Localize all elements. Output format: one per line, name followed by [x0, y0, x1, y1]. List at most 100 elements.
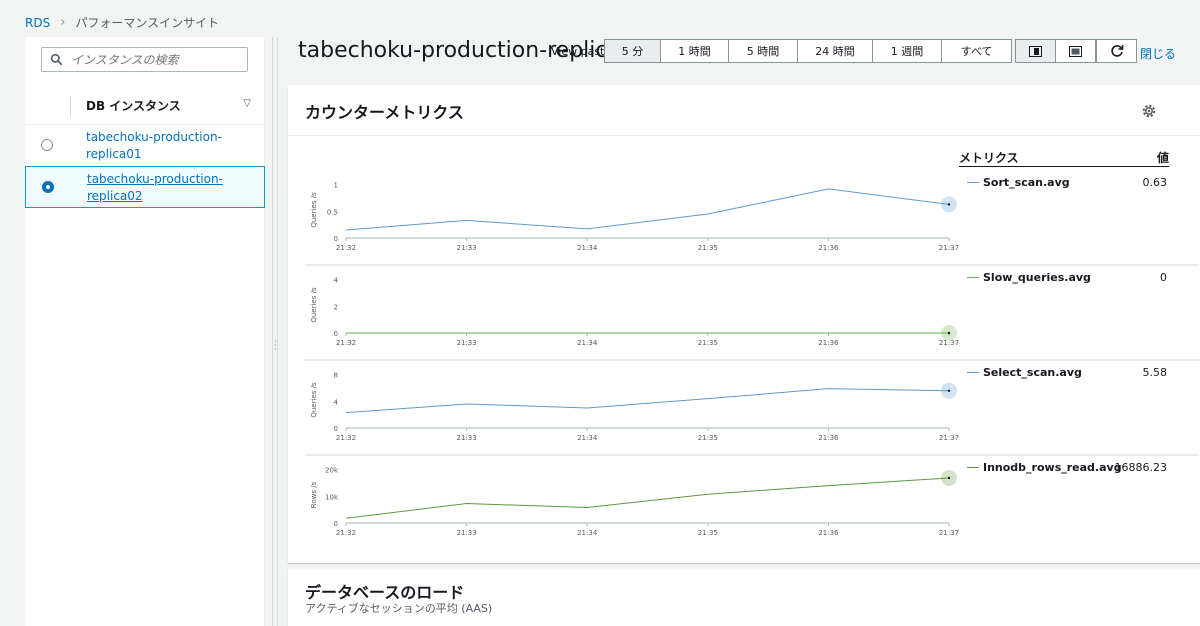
sort-down-icon[interactable]: ▽: [243, 98, 251, 109]
instance-row-selected[interactable]: tabechoku-production-replica02: [25, 166, 265, 208]
y-axis-label: Queries /s: [310, 192, 318, 228]
x-tick-label: 21:36: [818, 244, 839, 252]
last-point-marker: [947, 389, 951, 392]
range-24hour-button[interactable]: 24 時間: [797, 39, 873, 63]
counter-metrics-card: カウンターメトリクス 0 0.5 1 Queries /s 21:32 21:33 21:3…: [288, 85, 1200, 563]
legend-swatch: [967, 182, 979, 183]
y-tick-label: 4: [334, 398, 339, 406]
x-tick-label: 21:36: [818, 339, 839, 347]
legend-metric-value: 5.58: [1142, 366, 1168, 379]
instance-link[interactable]: tabechoku-production-replica02: [87, 172, 223, 203]
x-tick-label: 21:33: [457, 529, 477, 537]
x-tick-label: 21:37: [939, 529, 959, 537]
legend-swatch: [967, 277, 979, 278]
time-range-selector: 5 分 1 時間 5 時間 24 時間 1 週間 すべて: [604, 39, 1012, 63]
full-view-icon: [1069, 45, 1082, 57]
y-tick-label: 20k: [325, 467, 339, 475]
y-axis-label: Queries /s: [310, 287, 318, 323]
y-tick-label: 8: [334, 372, 338, 380]
drag-handle-icon[interactable]: · · ·: [274, 337, 277, 355]
search-icon: [50, 53, 63, 66]
refresh-icon: [1110, 45, 1123, 57]
counter-metrics-title: カウンターメトリクス: [305, 103, 464, 122]
db-load-subtitle: アクティブなセッションの平均 (AAS): [305, 602, 493, 615]
y-tick-label: 0: [334, 520, 338, 528]
counter-metrics-header: カウンターメトリクス: [288, 85, 1200, 135]
x-tick-label: 21:32: [336, 339, 356, 347]
x-tick-label: 21:37: [939, 339, 959, 347]
instance-link[interactable]: tabechoku-production-replica01: [86, 130, 222, 161]
range-5hour-button[interactable]: 5 時間: [728, 39, 798, 63]
range-1week-button[interactable]: 1 週間: [872, 39, 942, 63]
breadcrumb-current: パフォーマンスインサイト: [75, 16, 220, 30]
legend-swatch: [967, 467, 979, 468]
refresh-button[interactable]: [1096, 39, 1137, 63]
column-header-db-instance[interactable]: DB インスタンス: [86, 99, 181, 113]
panel-splitter[interactable]: · · ·: [272, 37, 278, 626]
x-tick-label: 21:33: [457, 434, 477, 442]
last-point-marker: [947, 476, 951, 480]
x-tick-label: 21:34: [577, 244, 598, 252]
legend-metric-name: Innodb_rows_read.avg: [983, 461, 1122, 474]
y-tick-label: 0.5: [327, 208, 338, 216]
y-tick-label: 1: [334, 182, 338, 190]
instance-radio-checked[interactable]: [42, 181, 54, 193]
legend-header-metrics: メトリクス: [959, 151, 1019, 165]
legend-header: メトリクス 値: [959, 149, 1169, 167]
x-tick-label: 21:34: [577, 434, 598, 442]
y-axis-label: Queries /s: [310, 382, 318, 418]
last-point-marker: [947, 203, 951, 206]
legend-metric-name: Select_scan.avg: [983, 366, 1082, 379]
db-load-card: データベースのロード アクティブなセッションの平均 (AAS): [288, 569, 1200, 626]
y-tick-label: 0: [334, 330, 338, 338]
range-5min-button[interactable]: 5 分: [604, 39, 661, 63]
legend-metric-value: 0: [1160, 271, 1167, 284]
legend-metric-value: 0.63: [1142, 176, 1168, 189]
y-tick-label: 2: [334, 303, 338, 311]
close-link[interactable]: 閉じる: [1140, 47, 1177, 61]
x-tick-label: 21:36: [818, 434, 839, 442]
search-input[interactable]: [71, 52, 241, 67]
range-all-button[interactable]: すべて: [941, 39, 1012, 63]
x-tick-label: 21:32: [336, 434, 356, 442]
range-1hour-button[interactable]: 1 時間: [660, 39, 729, 63]
x-tick-label: 21:34: [577, 339, 598, 347]
gear-icon[interactable]: [1141, 103, 1157, 119]
x-tick-label: 21:35: [698, 434, 718, 442]
series-line: [345, 188, 950, 231]
view-past-label: View past: [551, 45, 605, 58]
instance-search[interactable]: [41, 47, 248, 72]
x-tick-label: 21:33: [457, 244, 477, 252]
split-view-button[interactable]: [1015, 39, 1056, 63]
legend-metric-value: 16886.23: [1114, 461, 1168, 474]
series-line: [345, 388, 950, 414]
legend-metric-name: Slow_queries.avg: [983, 271, 1091, 284]
chevron-right-icon: ›: [60, 15, 66, 30]
x-tick-label: 21:35: [698, 244, 718, 252]
instance-row[interactable]: tabechoku-production-replica01: [25, 125, 265, 167]
legend-header-value: 値: [1156, 151, 1169, 165]
x-tick-label: 21:35: [698, 339, 718, 347]
x-tick-label: 21:32: [336, 244, 356, 252]
instance-table-header: DB インスタンス ▽: [25, 86, 265, 125]
breadcrumb-rds-link[interactable]: RDS: [25, 15, 51, 30]
legend-metric-name: Sort_scan.avg: [983, 176, 1070, 189]
legend-swatch: [967, 372, 979, 373]
y-axis-label: Rows /s: [310, 481, 318, 508]
breadcrumb: RDS › パフォーマンスインサイト: [25, 14, 219, 31]
y-tick-label: 0: [334, 235, 338, 243]
column-divider: [70, 96, 71, 116]
split-view-icon: [1029, 45, 1042, 57]
x-tick-label: 21:34: [577, 529, 598, 537]
card-divider: [288, 135, 1200, 136]
x-tick-label: 21:37: [939, 244, 959, 252]
instance-panel: DB インスタンス ▽ tabechoku-production-replica…: [25, 37, 265, 626]
x-tick-label: 21:37: [939, 434, 959, 442]
page-title: tabechoku-production-replica02: [298, 38, 606, 63]
x-tick-label: 21:35: [698, 529, 718, 537]
x-tick-label: 21:36: [818, 529, 839, 537]
full-view-button[interactable]: [1055, 39, 1096, 63]
series-line: [345, 477, 950, 519]
counter-metrics-charts: 0 0.5 1 Queries /s 21:32 21:33 21:34 21:35 21:36…: [305, 182, 1199, 537]
instance-radio[interactable]: [41, 139, 53, 151]
